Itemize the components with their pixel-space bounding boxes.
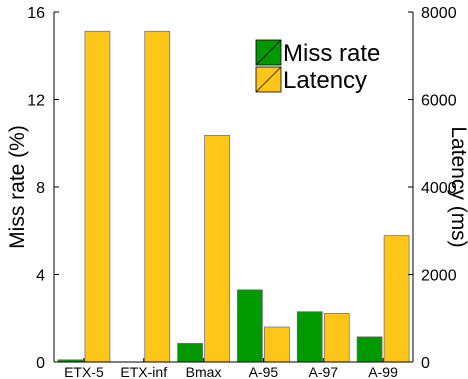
- y-tick-label-left: 0: [36, 355, 45, 372]
- bar-miss-rate-a-95: [237, 289, 263, 363]
- legend-label-miss-rate: Miss rate: [283, 40, 380, 67]
- bars-group: [57, 30, 410, 363]
- legend-label-latency: Latency: [283, 67, 367, 94]
- x-tick-label-bmax: Bmax: [186, 364, 222, 379]
- y-tick-label-right: 2000: [421, 268, 457, 285]
- bar-latency-bmax: [204, 135, 230, 363]
- bar-latency-a-97: [323, 313, 350, 363]
- y-tick-label-left: 8: [36, 180, 45, 197]
- bar-miss-rate-bmax: [177, 343, 203, 363]
- bar-latency-a-99: [383, 235, 410, 363]
- y-axis-label-left: Miss rate (%): [6, 125, 29, 249]
- y-tick-label-right: 8000: [421, 5, 457, 22]
- ticks-group: 0 4 8 12 16 0 2000 4000 6000 8000 ETX-5 ETX-inf Bmax…: [27, 5, 456, 379]
- y-axis-label-right: Latency (ms): [447, 126, 468, 247]
- bar-latency-etx-5: [84, 30, 111, 363]
- y-tick-label-left: 16: [27, 5, 45, 22]
- y-tick-label-right: 0: [421, 355, 430, 372]
- y-tick-label-left: 4: [36, 268, 45, 285]
- y-tick-label-right: 6000: [421, 93, 457, 110]
- legend-swatch-miss-rate-stroke: [255, 39, 282, 66]
- y-tick-label-right: 4000: [421, 180, 457, 197]
- bar-latency-a-95: [264, 326, 290, 363]
- x-tick-label-etx-inf: ETX-inf: [120, 364, 167, 379]
- axes-group: [53, 11, 414, 363]
- legend-swatch-latency-stroke: [255, 66, 282, 93]
- bar-miss-rate-a-99: [356, 336, 383, 363]
- bar-miss-rate-a-97: [296, 311, 323, 363]
- legend: Miss rate Latency: [253, 38, 383, 95]
- x-tick-label-a-97: A-97: [308, 364, 338, 379]
- x-tick-label-a-95: A-95: [249, 364, 279, 379]
- x-tick-label-etx-5: ETX-5: [64, 364, 104, 379]
- bar-latency-etx-inf: [144, 30, 171, 363]
- y-tick-label-left: 12: [27, 93, 45, 110]
- x-tick-label-a-99: A-99: [368, 364, 398, 379]
